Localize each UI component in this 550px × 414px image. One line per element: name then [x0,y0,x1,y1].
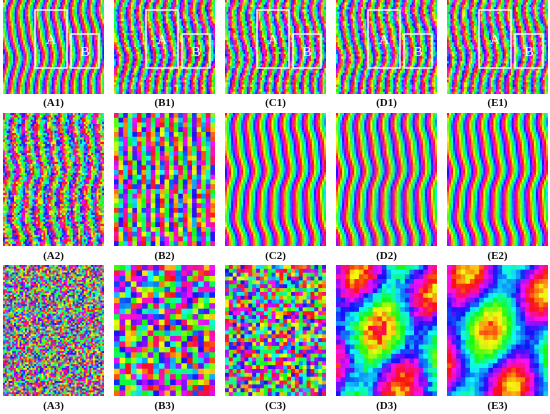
interferogram-c2 [225,113,326,246]
interferogram-a3 [3,265,104,396]
image-panel-c2 [225,113,326,246]
panel-label-b2: (B2) [114,250,215,262]
interferogram-c3 [225,265,326,396]
panel-label-d1: (D1) [336,97,437,109]
image-panel-b2 [114,113,215,246]
region-tag-b: B [524,45,533,60]
panel-label-c2: (C2) [225,250,326,262]
image-panel-a3 [3,265,104,396]
interferogram-a2 [3,113,104,246]
image-panel-e3 [447,265,548,396]
region-tag-a: A [490,33,501,48]
interferogram-d2 [336,113,437,246]
panel-label-c1: (C1) [225,97,326,109]
image-panel-d3 [336,265,437,396]
interferogram-e1: AB [447,0,548,94]
interferogram-c1: AB [225,0,326,94]
region-tag-b: B [302,45,311,60]
panel-label-a3: (A3) [3,400,104,412]
interferogram-b2 [114,113,215,246]
image-panel-a2 [3,113,104,246]
panel-label-e1: (E1) [447,97,548,109]
panel-label-e3: (E3) [447,400,548,412]
panel-label-e2: (E2) [447,250,548,262]
region-tag-a: A [268,33,279,48]
region-tag-b: B [413,45,422,60]
interferogram-b1: AB [114,0,215,94]
panel-label-a2: (A2) [3,250,104,262]
interferogram-e3 [447,265,548,396]
interferogram-e2 [447,113,548,246]
panel-label-a1: (A1) [3,97,104,109]
region-tag-a: A [46,33,57,48]
panel-label-c3: (C3) [225,400,326,412]
panel-label-d2: (D2) [336,250,437,262]
image-panel-e2 [447,113,548,246]
image-panel-d2 [336,113,437,246]
interferogram-d1: AB [336,0,437,94]
interferogram-a1: AB [3,0,104,94]
panel-label-b1: (B1) [114,97,215,109]
panel-label-d3: (D3) [336,400,437,412]
region-tag-a: A [379,33,390,48]
region-tag-a: A [157,33,168,48]
image-panel-b3 [114,265,215,396]
region-tag-b: B [80,45,89,60]
image-panel-c3 [225,265,326,396]
region-tag-b: B [191,45,200,60]
panel-label-b3: (B3) [114,400,215,412]
interferogram-d3 [336,265,437,396]
interferogram-b3 [114,265,215,396]
